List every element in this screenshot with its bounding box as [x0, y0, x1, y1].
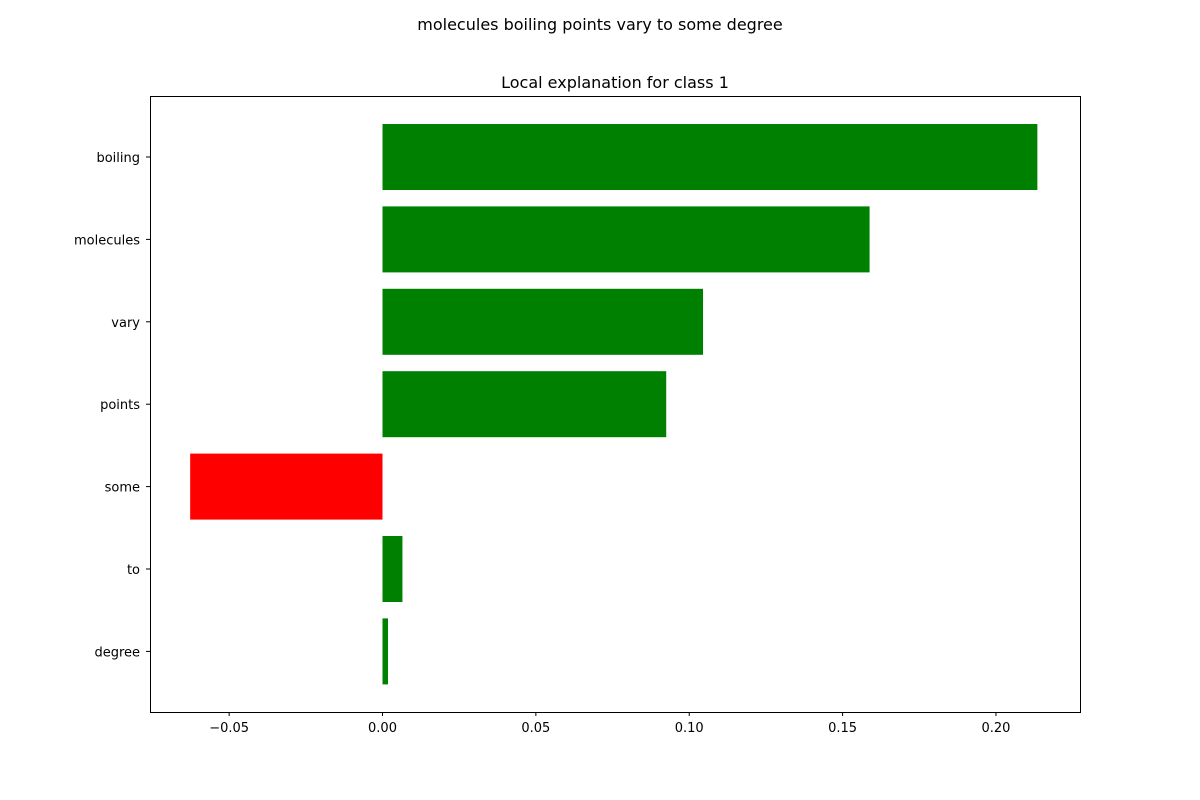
x-tick-label: 0.00	[368, 721, 397, 736]
bar-boiling	[382, 124, 1038, 190]
x-tick-label: 0.20	[981, 721, 1010, 736]
y-tick-label: points	[100, 398, 140, 413]
x-tick-label: −0.05	[209, 721, 249, 736]
y-tick-label: some	[105, 481, 140, 496]
y-tick-label: vary	[111, 316, 140, 331]
bars-layer	[190, 124, 1038, 685]
y-axis-ticks: boiling molecules vary points some to degree	[74, 151, 150, 660]
x-tick-label: 0.15	[828, 721, 857, 736]
bar-to	[382, 536, 403, 602]
x-tick-label: 0.05	[521, 721, 550, 736]
bar-degree	[382, 618, 389, 685]
y-tick-label: molecules	[74, 233, 140, 248]
y-tick-label: degree	[94, 645, 140, 660]
bar-some	[190, 453, 383, 520]
figure-suptitle: molecules boiling points vary to some de…	[417, 15, 782, 34]
bar-points	[382, 371, 667, 438]
plot-frame	[150, 96, 1081, 713]
y-tick-label: to	[127, 563, 140, 578]
x-axis-ticks: −0.05 0.00 0.05 0.10 0.15 0.20	[209, 712, 1010, 736]
y-tick-label: boiling	[96, 151, 140, 166]
bar-vary	[382, 288, 704, 355]
x-tick-label: 0.10	[675, 721, 704, 736]
bar-molecules	[382, 206, 870, 273]
chart-title: Local explanation for class 1	[501, 73, 729, 92]
